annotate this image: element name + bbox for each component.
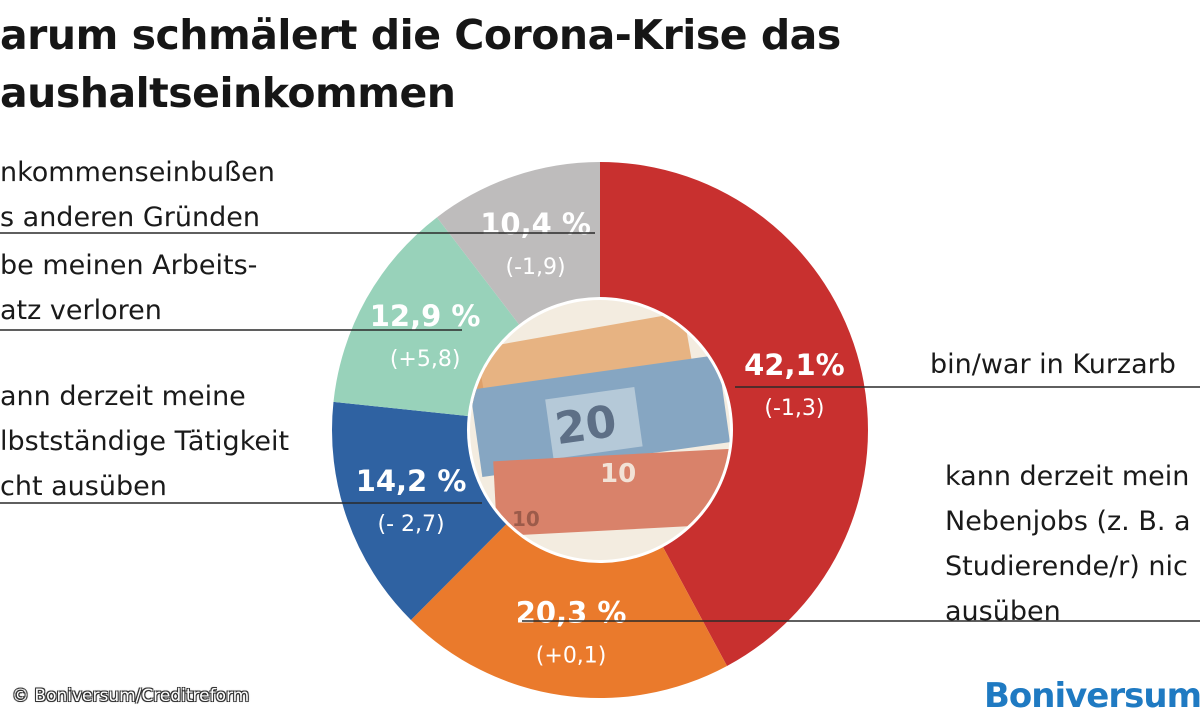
label-nebenjobs-line-2: Nebenjobs (z. B. a [945,506,1191,537]
label-andere: nkommenseinbußen s anderen Gründen [0,150,275,240]
change-label-kurzarbeit: (-1,3) [764,396,824,421]
label-nebenjobs-line-1: kann derzeit mein [945,461,1190,492]
value-label-andere: 10,4 % [480,207,591,241]
change-label-nebenjobs: (+0,1) [536,643,607,668]
chart-title-line-1: arum schmälert die Corona-Krise das [0,11,841,59]
value-label-nebenjobs: 20,3 % [516,595,627,629]
value-label-selbststaendig: 14,2 % [356,464,467,498]
label-selbststaendig-line-1: ann derzeit meine [0,381,246,412]
label-kurzarbeit-line-1: bin/war in Kurzarb [930,349,1176,380]
slice-andere [436,162,600,325]
chart-title-line-2: aushaltseinkommen [0,69,456,117]
change-label-selbststaendig: (- 2,7) [378,512,445,537]
label-nebenjobs-line-3: Studierende/r) nic [945,551,1188,582]
slice-nebenjobs [410,524,728,698]
chart-title: arum schmälert die Corona-Krise das aush… [0,6,841,122]
copyright-notice: © Boniversum/Creditreform [12,686,250,706]
label-arbeitsplatz-line-1: be meinen Arbeits- [0,250,258,281]
slice-value-labels: 42,1% (-1,3) 20,3 % (+0,1) 14,2 % (- 2,7) 12,9… [356,207,845,668]
svg-text:20: 20 [552,396,620,455]
slice-kurzarbeit [600,162,868,666]
label-selbststaendig-line-2: lbstständige Tätigkeit [0,426,290,457]
value-label-kurzarbeit: 42,1% [744,348,845,382]
donut-slices [332,162,868,698]
label-arbeitsplatz: be meinen Arbeits- atz verloren [0,243,257,333]
label-selbststaendig-line-3: cht ausüben [0,471,167,502]
leader-lines [0,232,1200,622]
label-nebenjobs-line-4: ausüben [945,596,1061,627]
svg-text:10: 10 [600,459,636,489]
change-label-andere: (-1,9) [506,255,566,280]
label-kurzarbeit: bin/war in Kurzarb [930,342,1176,387]
label-nebenjobs: kann derzeit mein Nebenjobs (z. B. a Stu… [945,454,1191,634]
label-andere-line-2: s anderen Gründen [0,202,260,233]
money-photo: 20 10 10 [470,300,730,560]
svg-text:10: 10 [512,507,540,531]
change-label-arbeitsplatz: (+5,8) [390,347,461,372]
brand-logo: Boniversum [984,676,1200,716]
label-selbststaendig: ann derzeit meine lbstständige Tätigkeit… [0,374,289,509]
slice-selbststaendig [332,401,507,620]
slice-arbeitsplatz [333,217,520,417]
label-andere-line-1: nkommenseinbußen [0,157,275,188]
value-label-arbeitsplatz: 12,9 % [370,299,481,333]
label-arbeitsplatz-line-2: atz verloren [0,295,162,326]
